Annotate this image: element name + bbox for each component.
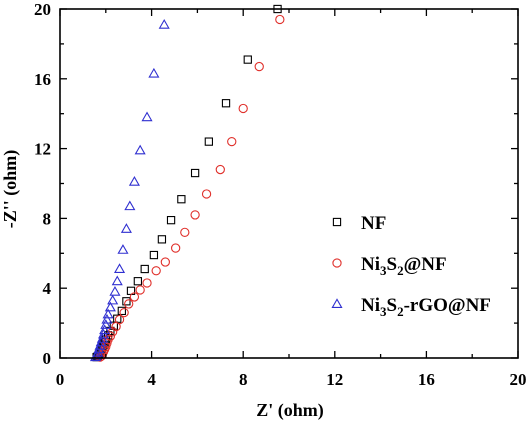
legend-label: NF <box>361 213 386 234</box>
data-point <box>129 292 140 302</box>
data-point <box>160 257 170 267</box>
data-point <box>166 215 176 225</box>
y-tick-label: 16 <box>34 70 51 89</box>
series-triangle <box>89 18 170 362</box>
data-point <box>243 55 252 64</box>
axes: 0 4 8 12 16 20 0 4 8 12 16 20 <box>34 0 527 389</box>
data-point <box>275 14 285 25</box>
y-tick-label: 12 <box>34 140 51 159</box>
data-point <box>119 307 129 318</box>
x-tick-label: 0 <box>56 370 65 389</box>
data-point <box>100 319 112 329</box>
data-point <box>135 285 145 295</box>
data-point <box>215 164 225 175</box>
x-axis-title: Z' (ohm) <box>256 400 324 421</box>
plot-area <box>89 4 285 362</box>
legend-marker <box>332 217 342 227</box>
x-tick-label: 4 <box>147 370 156 389</box>
data-point <box>134 144 146 155</box>
data-point <box>142 278 152 288</box>
data-point <box>104 301 116 312</box>
data-point <box>238 103 248 114</box>
data-point <box>157 235 167 244</box>
data-point <box>140 264 149 274</box>
y-tick-label: 20 <box>34 0 51 19</box>
data-point <box>107 294 119 305</box>
data-point <box>117 306 126 316</box>
data-point <box>114 314 125 325</box>
legend-label: Ni3S2@NF <box>361 254 447 278</box>
legend-entry: NF <box>332 213 386 234</box>
legend: NF Ni3S2@NF Ni3S2-rGO@NF <box>331 213 491 319</box>
data-point <box>177 195 186 204</box>
legend-marker <box>332 258 342 268</box>
data-point <box>117 244 129 254</box>
data-point <box>201 189 212 199</box>
data-point <box>227 136 237 147</box>
data-point <box>149 250 159 260</box>
data-point <box>190 168 200 178</box>
x-tick-label: 20 <box>510 370 527 389</box>
y-tick-label: 4 <box>43 279 52 298</box>
data-point <box>148 67 160 78</box>
y-tick-label: 8 <box>43 209 52 228</box>
series-square <box>92 4 282 362</box>
legend-marker <box>331 298 343 309</box>
data-point <box>124 200 136 211</box>
data-point <box>102 308 114 319</box>
data-point <box>204 137 213 146</box>
data-point <box>113 263 126 274</box>
data-point <box>158 18 170 29</box>
x-tick-label: 16 <box>418 370 435 389</box>
y-axis-title: -Z'' (ohm) <box>0 150 21 229</box>
x-tick-label: 12 <box>326 370 343 389</box>
data-point <box>170 243 181 253</box>
data-point <box>120 223 132 233</box>
data-point <box>190 210 200 220</box>
data-point <box>122 297 131 306</box>
y-tick-label: 0 <box>43 349 52 368</box>
data-point <box>111 275 123 286</box>
data-point <box>141 111 153 122</box>
data-point <box>254 61 264 72</box>
series-circle <box>95 14 285 362</box>
legend-entry: Ni3S2-rGO@NF <box>331 295 491 319</box>
data-point <box>221 99 231 108</box>
data-point <box>128 176 140 186</box>
data-point <box>151 266 161 276</box>
data-point <box>133 277 143 286</box>
x-tick-label: 8 <box>239 370 248 389</box>
data-point <box>180 227 190 238</box>
legend-label: Ni3S2-rGO@NF <box>361 295 491 319</box>
data-point <box>105 331 116 341</box>
legend-entry: Ni3S2@NF <box>332 254 447 278</box>
data-point <box>124 299 134 309</box>
data-point <box>101 313 113 324</box>
data-point <box>109 285 121 296</box>
data-point <box>99 324 111 335</box>
